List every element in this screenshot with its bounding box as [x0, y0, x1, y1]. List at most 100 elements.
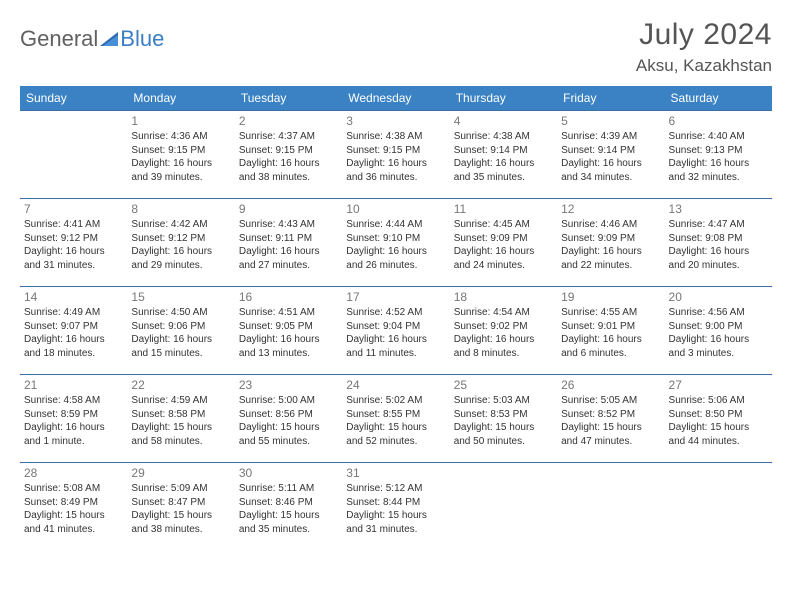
calendar-day-cell: 24Sunrise: 5:02 AMSunset: 8:55 PMDayligh…: [342, 375, 449, 463]
calendar-day-cell: 12 Sunrise: 4:46 AMSunset: 9:09 PMDayligh…: [557, 199, 664, 287]
calendar-day-cell: 13 Sunrise: 4:47 AMSunset: 9:08 PMDayligh…: [665, 199, 772, 287]
day-info: Sunrise: 5:12 AMSunset: 8:44 PMDaylight:…: [346, 482, 445, 536]
day-number: 17: [346, 290, 445, 304]
calendar-week-row: 21Sunrise: 4:58 AMSunset: 8:59 PMDayligh…: [20, 375, 772, 463]
day-info: Sunrise: 4:58 AMSunset: 8:59 PMDaylight:…: [24, 394, 123, 448]
calendar-day-cell: 16 Sunrise: 4:51 AMSunset: 9:05 PMDayligh…: [235, 287, 342, 375]
day-number: 16: [239, 290, 338, 304]
calendar-week-row: 7Sunrise: 4:41 AMSunset: 9:12 PMDaylight…: [20, 199, 772, 287]
calendar-day-cell: 18 Sunrise: 4:54 AMSunset: 9:02 PMDayligh…: [450, 287, 557, 375]
calendar-day-cell: 10Sunrise: 4:44 AMSunset: 9:10 PMDayligh…: [342, 199, 449, 287]
calendar-day-cell: 5Sunrise: 4:39 AMSunset: 9:14 PMDaylight…: [557, 111, 664, 199]
calendar-day-cell: [557, 463, 664, 551]
calendar-day-cell: 2 Sunrise: 4:37 AMSunset: 9:15 PMDaylight…: [235, 111, 342, 199]
day-info: Sunrise: 4:40 AMSunset: 9:13 PMDaylight:…: [669, 130, 768, 184]
logo-triangle-icon: [100, 32, 118, 46]
day-number: 9: [239, 202, 338, 216]
calendar-day-cell: 27Sunrise: 5:06 AMSunset: 8:50 PMDayligh…: [665, 375, 772, 463]
calendar-day-cell: 3 Sunrise: 4:38 AMSunset: 9:15 PMDaylight…: [342, 111, 449, 199]
day-number: 19: [561, 290, 660, 304]
day-info: Sunrise: 4:46 AMSunset: 9:09 PMDaylight:…: [561, 218, 660, 272]
calendar-week-row: 28Sunrise: 5:08 AMSunset: 8:49 PMDayligh…: [20, 463, 772, 551]
day-info: Sunrise: 4:59 AMSunset: 8:58 PMDaylight:…: [131, 394, 230, 448]
location-label: Aksu, Kazakhstan: [636, 56, 772, 76]
calendar-day-cell: 29 Sunrise: 5:09 AMSunset: 8:47 PMDayligh…: [127, 463, 234, 551]
day-number: 31: [346, 466, 445, 480]
day-info: Sunrise: 4:38 AMSunset: 9:15 PMDaylight:…: [346, 130, 445, 184]
day-info: Sunrise: 4:36 AMSunset: 9:15 PMDaylight:…: [131, 130, 230, 184]
day-number: 8: [131, 202, 230, 216]
day-info: Sunrise: 5:00 AMSunset: 8:56 PMDaylight:…: [239, 394, 338, 448]
calendar-day-cell: [665, 463, 772, 551]
day-number: 6: [669, 114, 768, 128]
day-info: Sunrise: 4:55 AMSunset: 9:01 PMDaylight:…: [561, 306, 660, 360]
calendar-day-cell: 19 Sunrise: 4:55 AMSunset: 9:01 PMDayligh…: [557, 287, 664, 375]
weekday-header: Wednesday: [342, 86, 449, 111]
weekday-header-row: SundayMondayTuesdayWednesdayThursdayFrid…: [20, 86, 772, 111]
weekday-header: Thursday: [450, 86, 557, 111]
calendar-day-cell: 11 Sunrise: 4:45 AMSunset: 9:09 PMDayligh…: [450, 199, 557, 287]
day-number: 10: [346, 202, 445, 216]
weekday-header: Sunday: [20, 86, 127, 111]
header: General Blue July 2024 Aksu, Kazakhstan: [20, 18, 772, 76]
calendar-day-cell: 15 Sunrise: 4:50 AMSunset: 9:06 PMDayligh…: [127, 287, 234, 375]
day-info: Sunrise: 4:51 AMSunset: 9:05 PMDaylight:…: [239, 306, 338, 360]
day-number: 23: [239, 378, 338, 392]
title-block: July 2024 Aksu, Kazakhstan: [636, 18, 772, 76]
logo-text-general: General: [20, 26, 98, 52]
calendar-day-cell: 17 Sunrise: 4:52 AMSunset: 9:04 PMDayligh…: [342, 287, 449, 375]
weekday-header: Monday: [127, 86, 234, 111]
day-info: Sunrise: 4:38 AMSunset: 9:14 PMDaylight:…: [454, 130, 553, 184]
day-info: Sunrise: 5:03 AMSunset: 8:53 PMDaylight:…: [454, 394, 553, 448]
calendar-day-cell: [450, 463, 557, 551]
weekday-header: Saturday: [665, 86, 772, 111]
calendar-day-cell: 21Sunrise: 4:58 AMSunset: 8:59 PMDayligh…: [20, 375, 127, 463]
calendar-day-cell: 1 Sunrise: 4:36 AMSunset: 9:15 PMDaylight…: [127, 111, 234, 199]
calendar-table: SundayMondayTuesdayWednesdayThursdayFrid…: [20, 86, 772, 551]
weekday-header: Friday: [557, 86, 664, 111]
day-number: 7: [24, 202, 123, 216]
calendar-day-cell: 30 Sunrise: 5:11 AMSunset: 8:46 PMDayligh…: [235, 463, 342, 551]
day-info: Sunrise: 4:56 AMSunset: 9:00 PMDaylight:…: [669, 306, 768, 360]
day-number: 4: [454, 114, 553, 128]
day-number: 29: [131, 466, 230, 480]
day-info: Sunrise: 4:45 AMSunset: 9:09 PMDaylight:…: [454, 218, 553, 272]
day-info: Sunrise: 5:02 AMSunset: 8:55 PMDaylight:…: [346, 394, 445, 448]
calendar-day-cell: 14 Sunrise: 4:49 AMSunset: 9:07 PMDayligh…: [20, 287, 127, 375]
day-number: 12: [561, 202, 660, 216]
day-number: 14: [24, 290, 123, 304]
calendar-day-cell: 31 Sunrise: 5:12 AMSunset: 8:44 PMDayligh…: [342, 463, 449, 551]
day-info: Sunrise: 4:49 AMSunset: 9:07 PMDaylight:…: [24, 306, 123, 360]
day-number: 22: [131, 378, 230, 392]
day-number: 18: [454, 290, 553, 304]
day-info: Sunrise: 4:42 AMSunset: 9:12 PMDaylight:…: [131, 218, 230, 272]
day-number: 13: [669, 202, 768, 216]
day-info: Sunrise: 4:37 AMSunset: 9:15 PMDaylight:…: [239, 130, 338, 184]
day-number: 2: [239, 114, 338, 128]
day-info: Sunrise: 5:09 AMSunset: 8:47 PMDaylight:…: [131, 482, 230, 536]
day-info: Sunrise: 4:50 AMSunset: 9:06 PMDaylight:…: [131, 306, 230, 360]
day-number: 11: [454, 202, 553, 216]
day-number: 25: [454, 378, 553, 392]
calendar-day-cell: [20, 111, 127, 199]
calendar-day-cell: 4 Sunrise: 4:38 AMSunset: 9:14 PMDaylight…: [450, 111, 557, 199]
day-number: 30: [239, 466, 338, 480]
day-number: 5: [561, 114, 660, 128]
day-info: Sunrise: 4:54 AMSunset: 9:02 PMDaylight:…: [454, 306, 553, 360]
calendar-day-cell: 22 Sunrise: 4:59 AMSunset: 8:58 PMDayligh…: [127, 375, 234, 463]
day-number: 3: [346, 114, 445, 128]
calendar-day-cell: 25 Sunrise: 5:03 AMSunset: 8:53 PMDayligh…: [450, 375, 557, 463]
day-info: Sunrise: 4:43 AMSunset: 9:11 PMDaylight:…: [239, 218, 338, 272]
day-info: Sunrise: 4:47 AMSunset: 9:08 PMDaylight:…: [669, 218, 768, 272]
weekday-header: Tuesday: [235, 86, 342, 111]
day-info: Sunrise: 4:52 AMSunset: 9:04 PMDaylight:…: [346, 306, 445, 360]
calendar-day-cell: 28Sunrise: 5:08 AMSunset: 8:49 PMDayligh…: [20, 463, 127, 551]
calendar-day-cell: 26Sunrise: 5:05 AMSunset: 8:52 PMDayligh…: [557, 375, 664, 463]
day-number: 15: [131, 290, 230, 304]
month-title: July 2024: [636, 18, 772, 52]
day-number: 1: [131, 114, 230, 128]
logo-text-blue: Blue: [120, 26, 164, 52]
calendar-week-row: 14 Sunrise: 4:49 AMSunset: 9:07 PMDayligh…: [20, 287, 772, 375]
calendar-week-row: 1 Sunrise: 4:36 AMSunset: 9:15 PMDaylight…: [20, 111, 772, 199]
day-info: Sunrise: 5:11 AMSunset: 8:46 PMDaylight:…: [239, 482, 338, 536]
